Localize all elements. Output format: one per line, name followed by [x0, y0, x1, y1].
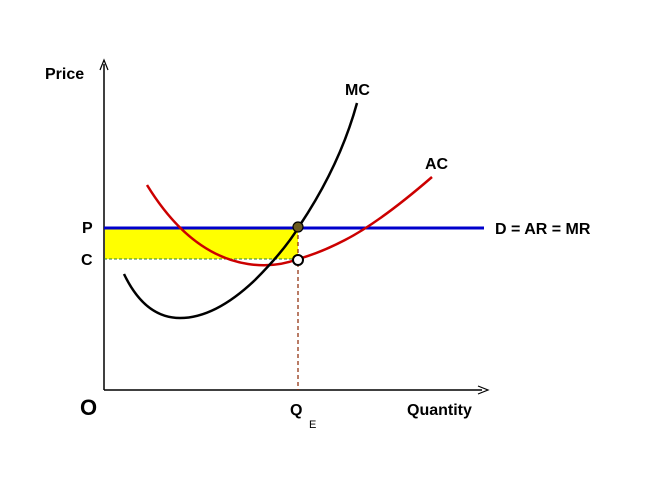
origin-label: O: [80, 395, 97, 420]
price-mc-intersection-point: [292, 221, 304, 233]
cost-label: C: [81, 252, 93, 269]
quantity-subscript: E: [309, 419, 316, 431]
mc-label: MC: [345, 82, 370, 99]
x-axis-arrow: [477, 385, 490, 395]
x-axis-label: Quantity: [407, 402, 472, 419]
profit-area: [105, 228, 298, 259]
ac-label: AC: [425, 156, 449, 173]
y-axis-label: Price: [45, 66, 84, 83]
quantity-label: Q: [290, 402, 302, 419]
ac-point: [292, 254, 304, 266]
y-axis-arrow: [99, 58, 109, 71]
mc-curve: [122, 102, 359, 320]
demand-label: D = AR = MR: [495, 221, 591, 238]
price-label: P: [82, 220, 93, 237]
